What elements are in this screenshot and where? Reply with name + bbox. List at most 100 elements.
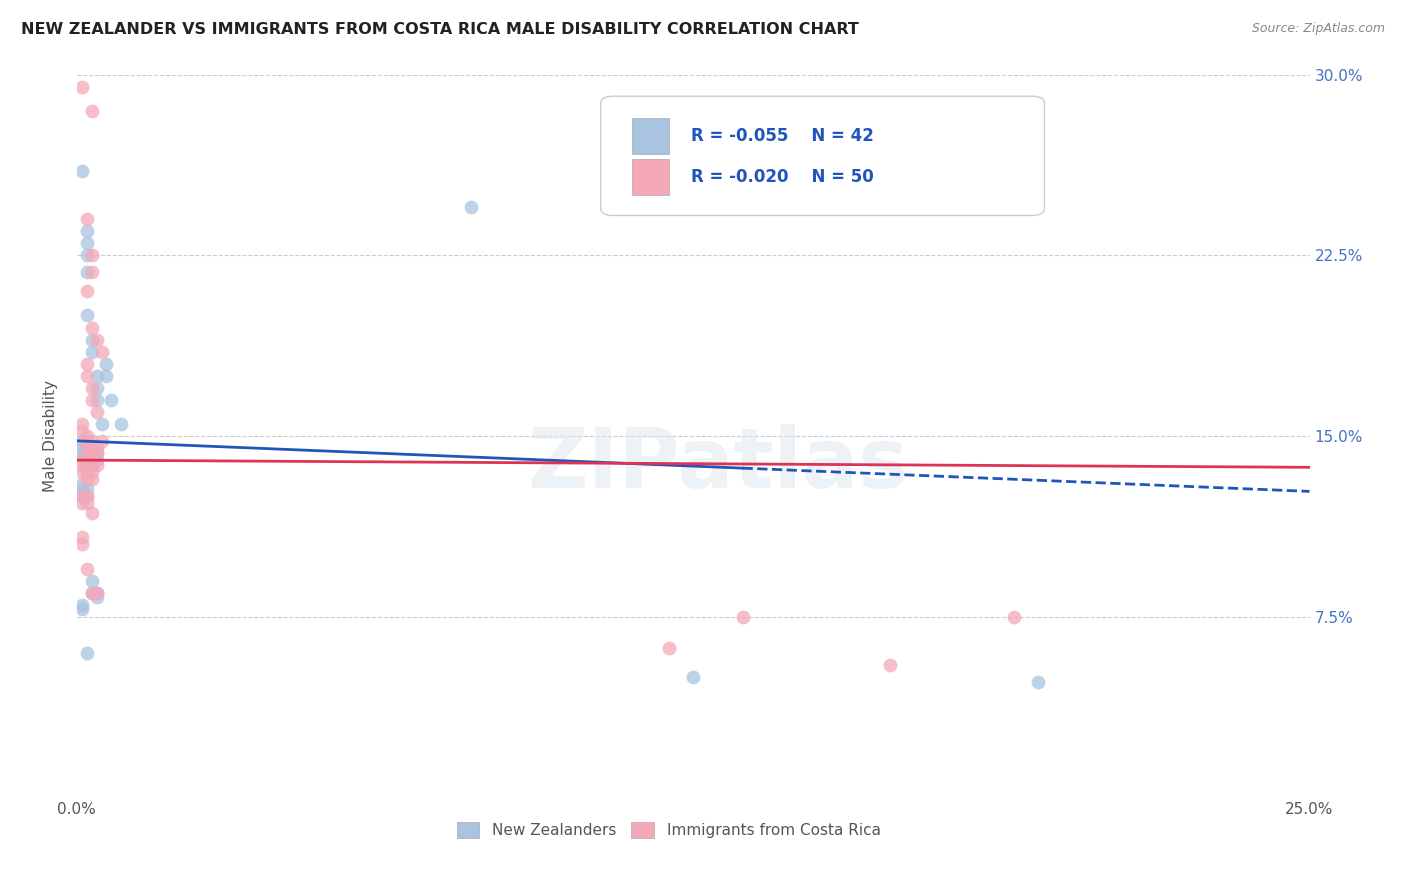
Point: [80, 506, 103, 520]
Point: [76, 453, 98, 467]
Point: [80, 458, 103, 472]
Point: [70, 417, 93, 431]
Point: [70, 424, 93, 438]
Point: [76, 482, 98, 496]
Point: [100, 392, 122, 407]
Point: [682, 670, 704, 684]
Point: [80, 434, 103, 448]
Point: [80, 472, 103, 486]
Point: [80, 465, 103, 479]
Point: [70, 489, 93, 503]
Point: [70, 164, 93, 178]
Point: [76, 465, 98, 479]
Point: [731, 609, 754, 624]
Point: [86, 585, 108, 599]
Point: [70, 465, 93, 479]
Point: [86, 441, 108, 455]
Point: [70, 530, 93, 544]
Text: ZIPatlas: ZIPatlas: [527, 425, 908, 506]
Point: [86, 333, 108, 347]
Point: [90, 417, 112, 431]
Point: [90, 434, 112, 448]
Point: [80, 585, 103, 599]
Text: NEW ZEALANDER VS IMMIGRANTS FROM COSTA RICA MALE DISABILITY CORRELATION CHART: NEW ZEALANDER VS IMMIGRANTS FROM COSTA R…: [21, 22, 859, 37]
Point: [76, 489, 98, 503]
Point: [80, 392, 103, 407]
Point: [86, 585, 108, 599]
Point: [70, 537, 93, 551]
Point: [96, 368, 118, 383]
Text: Source: ZipAtlas.com: Source: ZipAtlas.com: [1251, 22, 1385, 36]
Point: [76, 309, 98, 323]
Point: [110, 417, 132, 431]
Point: [76, 212, 98, 227]
Y-axis label: Male Disability: Male Disability: [44, 380, 58, 492]
Point: [70, 489, 93, 503]
Point: [80, 248, 103, 262]
Point: [86, 392, 108, 407]
Point: [76, 441, 98, 455]
Point: [80, 446, 103, 460]
Point: [76, 429, 98, 443]
FancyBboxPatch shape: [631, 159, 668, 195]
Point: [76, 434, 98, 448]
Point: [76, 496, 98, 510]
Point: [657, 641, 679, 656]
Point: [70, 598, 93, 612]
Point: [70, 477, 93, 491]
Point: [80, 458, 103, 472]
Point: [86, 591, 108, 605]
Point: [76, 458, 98, 472]
Point: [80, 320, 103, 334]
Point: [96, 357, 118, 371]
Point: [86, 458, 108, 472]
Point: [86, 446, 108, 460]
Point: [86, 381, 108, 395]
Point: [70, 434, 93, 448]
Text: R = -0.020    N = 50: R = -0.020 N = 50: [690, 169, 873, 186]
Point: [80, 333, 103, 347]
Point: [70, 482, 93, 496]
Point: [86, 453, 108, 467]
Point: [76, 472, 98, 486]
Point: [76, 646, 98, 660]
Point: [1028, 674, 1050, 689]
Point: [76, 265, 98, 279]
Point: [1002, 609, 1025, 624]
Point: [80, 453, 103, 467]
Point: [80, 344, 103, 359]
Point: [80, 441, 103, 455]
Point: [80, 574, 103, 588]
Point: [70, 79, 93, 94]
Point: [76, 236, 98, 251]
Point: [80, 381, 103, 395]
Point: [86, 368, 108, 383]
Text: R = -0.055    N = 42: R = -0.055 N = 42: [690, 127, 873, 145]
Point: [76, 224, 98, 238]
Point: [76, 453, 98, 467]
Point: [90, 344, 112, 359]
Point: [460, 200, 482, 214]
Point: [76, 458, 98, 472]
Point: [76, 561, 98, 575]
FancyBboxPatch shape: [600, 96, 1045, 216]
Legend: New Zealanders, Immigrants from Costa Rica: New Zealanders, Immigrants from Costa Ri…: [450, 816, 887, 844]
Point: [86, 405, 108, 419]
Point: [76, 446, 98, 460]
Point: [80, 446, 103, 460]
Point: [76, 357, 98, 371]
Point: [70, 602, 93, 616]
Point: [76, 248, 98, 262]
Point: [76, 489, 98, 503]
Point: [80, 265, 103, 279]
Point: [70, 496, 93, 510]
Point: [76, 368, 98, 383]
Point: [70, 446, 93, 460]
FancyBboxPatch shape: [631, 118, 668, 154]
Point: [76, 285, 98, 299]
Point: [879, 657, 901, 672]
Point: [80, 103, 103, 118]
Point: [70, 458, 93, 472]
Point: [80, 585, 103, 599]
Point: [70, 453, 93, 467]
